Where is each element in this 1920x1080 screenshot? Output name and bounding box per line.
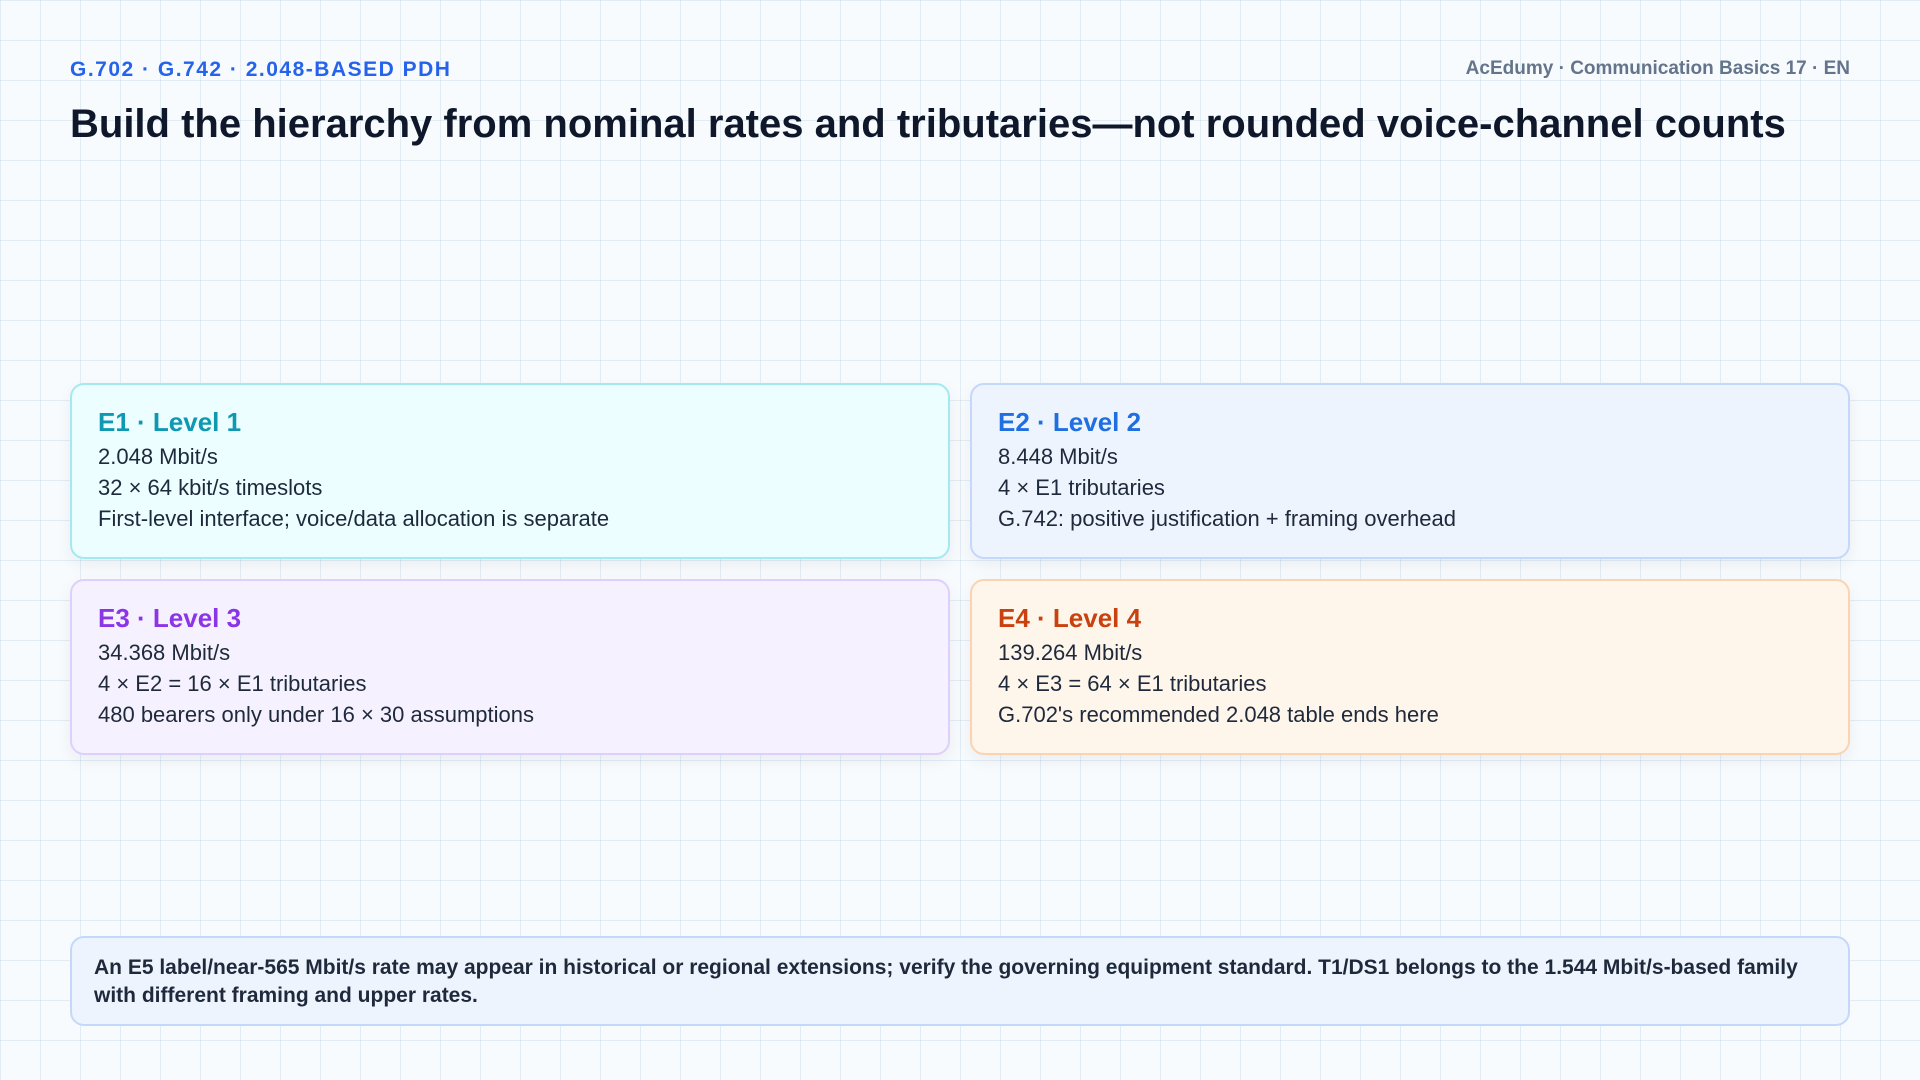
card-e1: E1 · Level 1 2.048 Mbit/s 32 × 64 kbit/s…	[70, 383, 950, 559]
card-structure: 32 × 64 kbit/s timeslots	[98, 475, 323, 500]
card-rate: 34.368 Mbit/s	[98, 640, 231, 665]
card-structure: 4 × E2 = 16 × E1 tributaries	[98, 671, 367, 696]
card-rate: 8.448 Mbit/s	[998, 444, 1118, 469]
card-title: E2 · Level 2	[998, 407, 1142, 437]
card-title: E1 · Level 1	[98, 407, 242, 437]
page-title: Build the hierarchy from nominal rates a…	[70, 102, 1786, 146]
card-e4: E4 · Level 4 139.264 Mbit/s 4 × E3 = 64 …	[970, 579, 1850, 755]
level-cards-grid: E1 · Level 1 2.048 Mbit/s 32 × 64 kbit/s…	[70, 383, 1850, 755]
card-rate: 139.264 Mbit/s	[998, 640, 1143, 665]
footnote-box: An E5 label/near-565 Mbit/s rate may app…	[70, 936, 1850, 1026]
kicker: G.702 · G.742 · 2.048-BASED PDH	[70, 58, 452, 81]
card-e3: E3 · Level 3 34.368 Mbit/s 4 × E2 = 16 ×…	[70, 579, 950, 755]
card-title: E4 · Level 4	[998, 603, 1142, 633]
card-note: 480 bearers only under 16 × 30 assumptio…	[98, 702, 535, 727]
card-rate: 2.048 Mbit/s	[98, 444, 218, 469]
card-structure: 4 × E3 = 64 × E1 tributaries	[998, 671, 1267, 696]
card-structure: 4 × E1 tributaries	[998, 475, 1165, 500]
brand-label: AcEdumy · Communication Basics 17 · EN	[1465, 58, 1850, 79]
card-note: G.702's recommended 2.048 table ends her…	[998, 702, 1439, 727]
card-e2: E2 · Level 2 8.448 Mbit/s 4 × E1 tributa…	[970, 383, 1850, 559]
card-note: G.742: positive justification + framing …	[998, 506, 1456, 531]
card-note: First-level interface; voice/data alloca…	[98, 506, 610, 531]
card-title: E3 · Level 3	[98, 603, 242, 633]
